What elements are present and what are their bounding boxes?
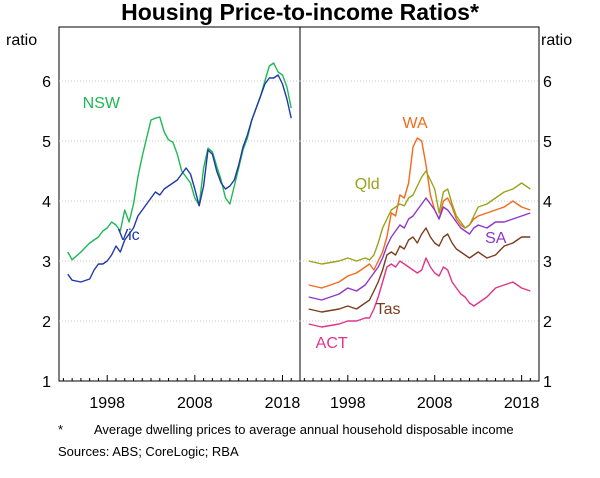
series-line-wa <box>308 137 531 289</box>
y-tick-label-left: 6 <box>42 74 51 91</box>
series-label-sa: SA <box>485 230 507 247</box>
sources: Sources: ABS; CoreLogic; RBA <box>58 444 239 459</box>
series-label-vic: Vic <box>118 227 140 244</box>
right-axis-unit: ratio <box>541 32 572 49</box>
footnote: * Average dwelling prices to average ann… <box>52 422 572 438</box>
series-line-qld <box>308 170 531 265</box>
series-label-tas: Tas <box>376 301 401 318</box>
y-tick-label-left: 4 <box>42 194 51 211</box>
y-tick-label-left: 3 <box>42 254 51 271</box>
series-line-sa <box>308 197 531 301</box>
y-axis-labels: 1 1 2 2 3 3 4 4 5 5 6 6 <box>42 74 552 391</box>
chart-notes: * Average dwelling prices to average ann… <box>52 422 572 460</box>
footnote-marker: * <box>58 422 64 437</box>
x-tick-label: 2018 <box>265 395 301 412</box>
gridlines <box>59 80 539 322</box>
series-line-act <box>308 257 531 328</box>
series-lines <box>67 62 531 328</box>
x-tick-label: 1998 <box>330 395 366 412</box>
y-tick-label-right: 5 <box>543 134 552 151</box>
series-line-vic <box>67 74 292 283</box>
series-line-nsw <box>67 62 292 261</box>
x-tick-label: 2008 <box>417 395 453 412</box>
series-labels: NSW Vic WA Qld SA Tas ACT <box>83 95 507 352</box>
y-tick-label-right: 6 <box>543 74 552 91</box>
x-tick-label: 1998 <box>89 395 125 412</box>
y-tick-label-left: 5 <box>42 134 51 151</box>
y-tick-label-right: 1 <box>543 374 552 391</box>
series-label-qld: Qld <box>355 176 380 193</box>
series-label-nsw: NSW <box>83 95 121 112</box>
x-tick-label: 2018 <box>504 395 540 412</box>
x-axis-labels: 1998 2008 2018 1998 2008 2018 <box>89 395 539 412</box>
series-label-wa: WA <box>403 115 429 132</box>
y-tick-label-right: 2 <box>543 314 552 331</box>
plot-frame <box>58 26 540 382</box>
y-tick-label-right: 4 <box>543 194 552 211</box>
series-line-tas <box>308 227 531 313</box>
y-tick-label-left: 1 <box>42 374 51 391</box>
y-tick-label-right: 3 <box>543 254 552 271</box>
axis-ticks <box>62 375 540 381</box>
y-tick-label-left: 2 <box>42 314 51 331</box>
chart-title: Housing Price-to-income Ratios* <box>121 0 479 25</box>
left-axis-unit: ratio <box>6 32 37 49</box>
footnote-text: Average dwelling prices to average annua… <box>94 422 514 437</box>
x-tick-label: 2008 <box>177 395 213 412</box>
series-label-act: ACT <box>316 335 348 352</box>
